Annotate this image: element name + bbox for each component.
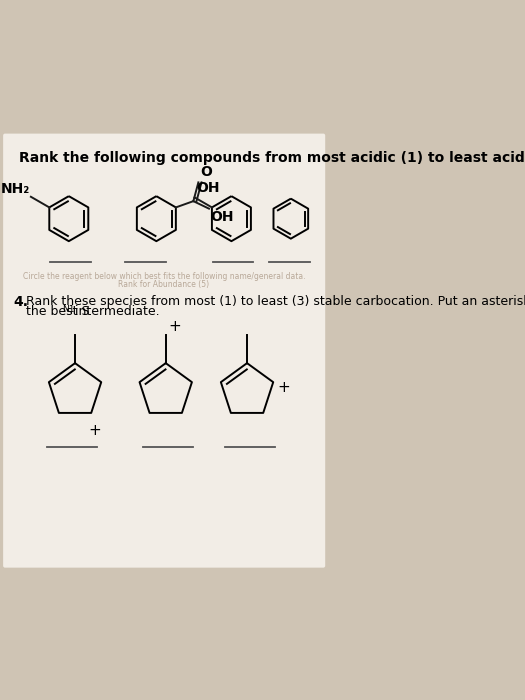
Text: intermediate.: intermediate. — [71, 305, 159, 318]
Text: the best S: the best S — [26, 305, 90, 318]
Text: 4.: 4. — [14, 295, 29, 309]
Text: Circle the reagent below which best fits the following name/general data.: Circle the reagent below which best fits… — [23, 272, 305, 281]
Text: +: + — [89, 424, 101, 438]
Text: Rank for Abundance (5): Rank for Abundance (5) — [118, 280, 209, 289]
Text: +: + — [168, 318, 181, 334]
Text: OH: OH — [196, 181, 219, 195]
Text: +: + — [278, 380, 290, 395]
Text: Rank these species from most (1) to least (3) stable carbocation. Put an asteris: Rank these species from most (1) to leas… — [26, 295, 525, 308]
Text: N1: N1 — [62, 305, 75, 314]
Text: O: O — [200, 164, 212, 178]
Text: Rank the following compounds from most acidic (1) to least acidic (4).: Rank the following compounds from most a… — [19, 151, 525, 165]
FancyBboxPatch shape — [3, 134, 325, 568]
Text: OH: OH — [210, 210, 234, 224]
Text: NH₂: NH₂ — [1, 181, 29, 195]
